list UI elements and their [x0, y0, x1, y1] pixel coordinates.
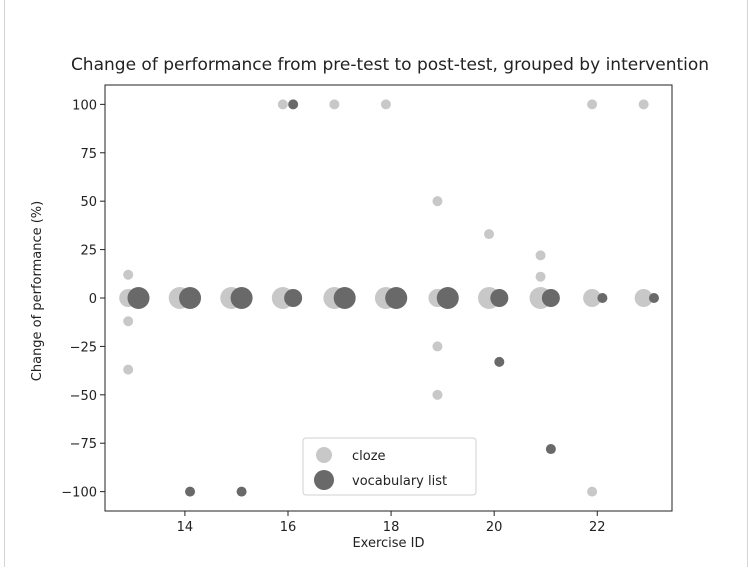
page-border-left [4, 0, 5, 567]
point-cloze [583, 289, 602, 307]
point-cloze [432, 341, 443, 352]
point-vocabulary-list [597, 293, 608, 303]
point-cloze [484, 229, 495, 240]
chart-legend: cloze vocabulary list [302, 437, 477, 496]
legend-marker-cloze [316, 447, 332, 463]
legend-label-cloze: cloze [352, 449, 386, 464]
point-vocabulary-list [333, 287, 356, 309]
point-cloze [587, 99, 598, 110]
point-vocabulary-list [545, 444, 556, 455]
point-cloze [634, 289, 653, 307]
legend-box [302, 437, 477, 496]
y-tick-label: −50 [70, 389, 97, 404]
point-vocabulary-list [179, 287, 202, 309]
point-vocabulary-list [490, 289, 509, 307]
y-tick-label: −25 [70, 340, 97, 355]
point-vocabulary-list [288, 99, 299, 110]
point-cloze [535, 271, 546, 282]
x-axis-label: Exercise ID [352, 536, 424, 551]
x-tick-label: 16 [280, 520, 297, 535]
x-axis-ticks: 14 16 18 20 22 [177, 511, 606, 535]
point-cloze [587, 486, 598, 497]
y-tick-label: −100 [61, 486, 97, 501]
y-axis-label: Change of performance (%) [30, 201, 45, 381]
point-cloze [432, 196, 443, 207]
point-vocabulary-list [127, 287, 150, 309]
y-tick-label: 100 [72, 98, 97, 113]
legend-label-vocabulary-list: vocabulary list [352, 474, 447, 489]
point-vocabulary-list [236, 486, 247, 497]
point-cloze [123, 269, 134, 280]
point-vocabulary-list [284, 289, 303, 307]
point-vocabulary-list [185, 486, 196, 497]
point-cloze [277, 99, 288, 110]
y-tick-label: 50 [80, 195, 97, 210]
x-tick-label: 22 [589, 520, 606, 535]
point-cloze [329, 99, 340, 110]
point-cloze [380, 99, 391, 110]
x-tick-label: 18 [383, 520, 400, 535]
point-cloze [123, 364, 134, 375]
y-tick-label: 75 [80, 147, 97, 162]
point-cloze [535, 250, 546, 261]
points-layer [119, 99, 659, 497]
x-tick-label: 14 [177, 520, 194, 535]
point-cloze [123, 316, 134, 327]
point-cloze [638, 99, 649, 110]
legend-marker-vocabulary-list [314, 470, 334, 490]
point-vocabulary-list [541, 289, 560, 307]
x-tick-label: 20 [486, 520, 503, 535]
point-vocabulary-list [648, 293, 659, 303]
point-vocabulary-list [436, 287, 459, 309]
point-vocabulary-list [230, 287, 253, 309]
point-vocabulary-list [494, 356, 505, 367]
y-axis-ticks: 100 75 50 25 0 −25 −50 −75 −100 [61, 98, 105, 501]
chart-title: Change of performance from pre-test to p… [71, 55, 709, 75]
y-tick-label: −75 [70, 437, 97, 452]
point-cloze [432, 389, 443, 400]
y-tick-label: 0 [89, 292, 97, 307]
y-tick-label: 25 [80, 244, 97, 259]
point-vocabulary-list [385, 287, 408, 309]
